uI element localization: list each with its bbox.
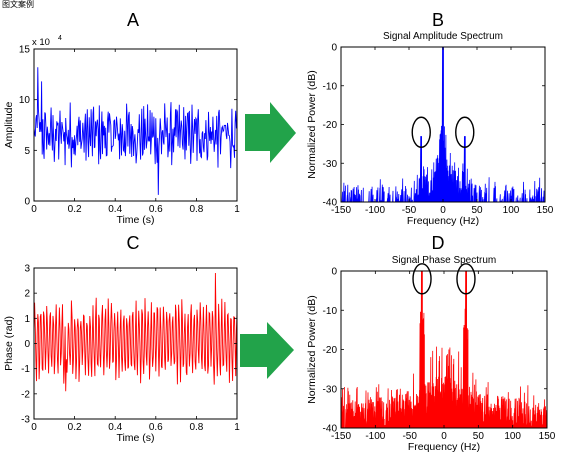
x-tick-label: 0 (31, 204, 37, 215)
y-axis-label: Normalized Power (dB) (306, 295, 318, 404)
x-axis-label: Time (s) (116, 214, 154, 226)
series-line (34, 67, 237, 195)
axes-box (33, 48, 238, 202)
x-tick-label: 50 (471, 205, 483, 216)
panel-label: A (127, 10, 139, 30)
y-axis-label: Normalized Power (dB) (306, 70, 318, 179)
chart-title: Signal Phase Spectrum (392, 255, 497, 266)
y-tick-label: -40 (323, 424, 338, 435)
x-tick-label: 150 (537, 205, 554, 216)
y-tick-label: 0 (24, 197, 30, 208)
x-tick-label: 0.8 (189, 204, 203, 215)
y-tick-label: 15 (19, 45, 31, 56)
x-tick-label: 50 (473, 431, 485, 442)
y-tick-label: 2 (24, 289, 30, 300)
series-line (341, 47, 545, 202)
y-tick-label: 3 (24, 264, 30, 275)
y-tick-label: 0 (331, 267, 337, 278)
y-tick-label: -20 (323, 345, 338, 356)
series-polyline (34, 272, 237, 392)
y-tick-label: 0 (331, 43, 337, 54)
y-tick-label: 10 (19, 95, 31, 106)
series-line (341, 271, 547, 428)
panel-label: D (432, 233, 445, 253)
y-tick-label: -1 (21, 364, 30, 375)
highlight-ellipse (456, 263, 476, 295)
arrow-top (245, 102, 296, 163)
x-tick-label: 1 (234, 422, 240, 433)
x-tick-label: 0.6 (149, 204, 163, 215)
panel-label: B (432, 10, 444, 30)
x-tick-label: -50 (402, 205, 417, 216)
y-tick-label: 5 (24, 146, 30, 157)
y-tick-label: -40 (323, 198, 338, 209)
series-polyline (34, 67, 237, 195)
x-tick-label: 0.2 (68, 204, 82, 215)
y-tick-label: -3 (21, 415, 30, 426)
x-tick-label: 100 (504, 431, 521, 442)
y-tick-label: 1 (24, 314, 30, 325)
y-tick-label: -20 (323, 120, 338, 131)
series-polyline (341, 47, 545, 202)
y-tick-label: -10 (323, 306, 338, 317)
x-tick-label: 0.4 (108, 204, 122, 215)
panel-label: C (127, 233, 140, 253)
arrow-bottom (240, 322, 294, 379)
y-tick-label: -30 (323, 159, 338, 170)
series-line (34, 272, 237, 392)
x-tick-label: 150 (539, 431, 556, 442)
x-axis-label: Time (s) (116, 432, 154, 444)
x-tick-label: -150 (331, 431, 351, 442)
x-tick-label: 0.2 (68, 422, 82, 433)
x-tick-label: -150 (331, 205, 351, 216)
x-tick-label: 0 (441, 431, 447, 442)
x-tick-label: 0.6 (149, 422, 163, 433)
y-tick-label: -30 (323, 384, 338, 395)
chart-title: Signal Amplitude Spectrum (383, 31, 503, 42)
x-tick-label: 0.4 (108, 422, 122, 433)
highlight-ellipse (412, 263, 432, 295)
y-axis-label: Amplitude (3, 102, 15, 149)
panel-c: C 0 0.2 0.4 0.6 0.8 1 -3 -2 -1 0 1 2 3 Time (s) Phase (… (3, 233, 240, 444)
series-polyline (341, 271, 547, 428)
x-tick-label: 0.8 (189, 422, 203, 433)
x-tick-label: -100 (365, 205, 385, 216)
axis-multiplier-exponent: 4 (58, 35, 62, 42)
arrow-top-shape (245, 102, 296, 163)
y-tick-label: -2 (21, 389, 30, 400)
x-tick-label: -100 (365, 431, 385, 442)
y-tick-label: -10 (323, 81, 338, 92)
header-fragment: 图文案例 (2, 0, 34, 9)
highlight-ellipse (411, 116, 431, 148)
x-tick-label: 0 (31, 422, 37, 433)
x-tick-label: 0 (440, 205, 446, 216)
y-axis-label: Phase (rad) (3, 316, 15, 371)
x-axis-label: Frequency (Hz) (407, 215, 479, 227)
x-axis-label: Frequency (Hz) (408, 441, 480, 453)
y-tick-label: 0 (24, 339, 30, 350)
arrow-bottom-shape (240, 322, 294, 379)
x-tick-label: 100 (503, 205, 520, 216)
highlight-ellipse (455, 116, 475, 148)
x-tick-label: 1 (234, 204, 240, 215)
x-tick-label: -50 (402, 431, 417, 442)
axis-multiplier: x 10 (32, 37, 50, 48)
